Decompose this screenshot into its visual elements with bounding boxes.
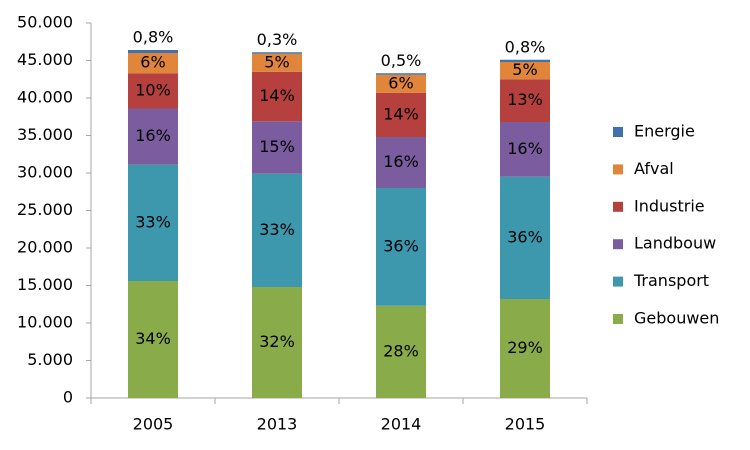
bar-segment xyxy=(376,92,426,137)
data-label: 16% xyxy=(135,126,171,145)
data-label: 14% xyxy=(383,104,419,123)
data-label: 5% xyxy=(264,52,289,71)
bar-segment xyxy=(500,79,550,122)
legend-swatch xyxy=(613,314,623,324)
data-label: 0,8% xyxy=(133,28,174,47)
legend-label: Transport xyxy=(633,271,709,290)
bar-segment xyxy=(252,52,302,54)
data-label: 32% xyxy=(259,332,295,351)
data-label: 36% xyxy=(383,236,419,255)
data-label: 28% xyxy=(383,341,419,360)
data-label: 16% xyxy=(507,139,543,158)
bar-segment xyxy=(128,73,178,109)
y-tick-label: 35.000 xyxy=(17,125,73,144)
y-tick-label: 50.000 xyxy=(17,13,73,32)
bar-segment xyxy=(128,108,178,165)
x-tick-label: 2015 xyxy=(505,415,546,434)
bar-segment xyxy=(128,50,178,53)
bar-segment xyxy=(500,122,550,177)
bar-segment xyxy=(500,176,550,299)
legend-label: Industrie xyxy=(634,196,705,215)
legend-label: Gebouwen xyxy=(634,309,719,328)
y-tick-label: 10.000 xyxy=(17,313,73,332)
bar-segment xyxy=(252,173,302,287)
bar-segment xyxy=(128,164,178,281)
y-tick-label: 30.000 xyxy=(17,163,73,182)
data-label: 0,3% xyxy=(257,30,298,49)
data-label: 16% xyxy=(383,152,419,171)
legend-swatch xyxy=(613,276,623,287)
x-tick-label: 2005 xyxy=(133,415,174,434)
data-label: 33% xyxy=(135,212,171,231)
x-tick-label: 2013 xyxy=(257,415,298,434)
data-label: 6% xyxy=(388,73,413,92)
data-label: 6% xyxy=(140,53,165,72)
bar-segment xyxy=(252,53,302,72)
y-tick-label: 0 xyxy=(63,388,73,407)
data-label: 13% xyxy=(507,90,543,109)
legend-swatch xyxy=(613,127,623,137)
data-label: 0,5% xyxy=(381,51,422,70)
bar-segment xyxy=(500,62,550,80)
legend-swatch xyxy=(613,164,623,175)
bar-segment xyxy=(252,71,302,122)
bar-segment xyxy=(500,59,550,62)
data-label: 29% xyxy=(507,338,543,357)
data-label: 34% xyxy=(135,329,171,348)
bar-segment xyxy=(376,74,426,93)
bar-segment xyxy=(252,121,302,174)
legend-swatch xyxy=(613,239,623,250)
y-tick-label: 15.000 xyxy=(17,275,73,294)
data-label: 33% xyxy=(259,220,295,239)
data-label: 10% xyxy=(135,80,171,99)
bar-segment xyxy=(128,53,178,74)
data-label: 15% xyxy=(259,137,295,156)
y-tick-label: 5.000 xyxy=(27,350,73,369)
bar-segment xyxy=(376,188,426,306)
data-label: 36% xyxy=(507,227,543,246)
data-label: 0,8% xyxy=(505,37,546,56)
data-label: 14% xyxy=(259,86,295,105)
bar-segment xyxy=(500,299,550,398)
bar-segment xyxy=(128,281,178,398)
legend-label: Afval xyxy=(634,159,674,178)
y-tick-label: 45.000 xyxy=(17,50,73,69)
bar-segment xyxy=(376,137,426,188)
y-tick-label: 20.000 xyxy=(17,238,73,257)
bar-segment xyxy=(252,287,302,398)
data-label: 5% xyxy=(512,60,537,79)
y-tick-label: 25.000 xyxy=(17,200,73,219)
legend-label: Energie xyxy=(634,122,695,141)
bar-segment xyxy=(376,305,426,398)
bar-segment xyxy=(376,73,426,75)
legend-swatch xyxy=(613,201,623,212)
legend-label: Landbouw xyxy=(634,234,716,253)
x-tick-label: 2014 xyxy=(381,415,422,434)
y-tick-label: 40.000 xyxy=(17,88,73,107)
